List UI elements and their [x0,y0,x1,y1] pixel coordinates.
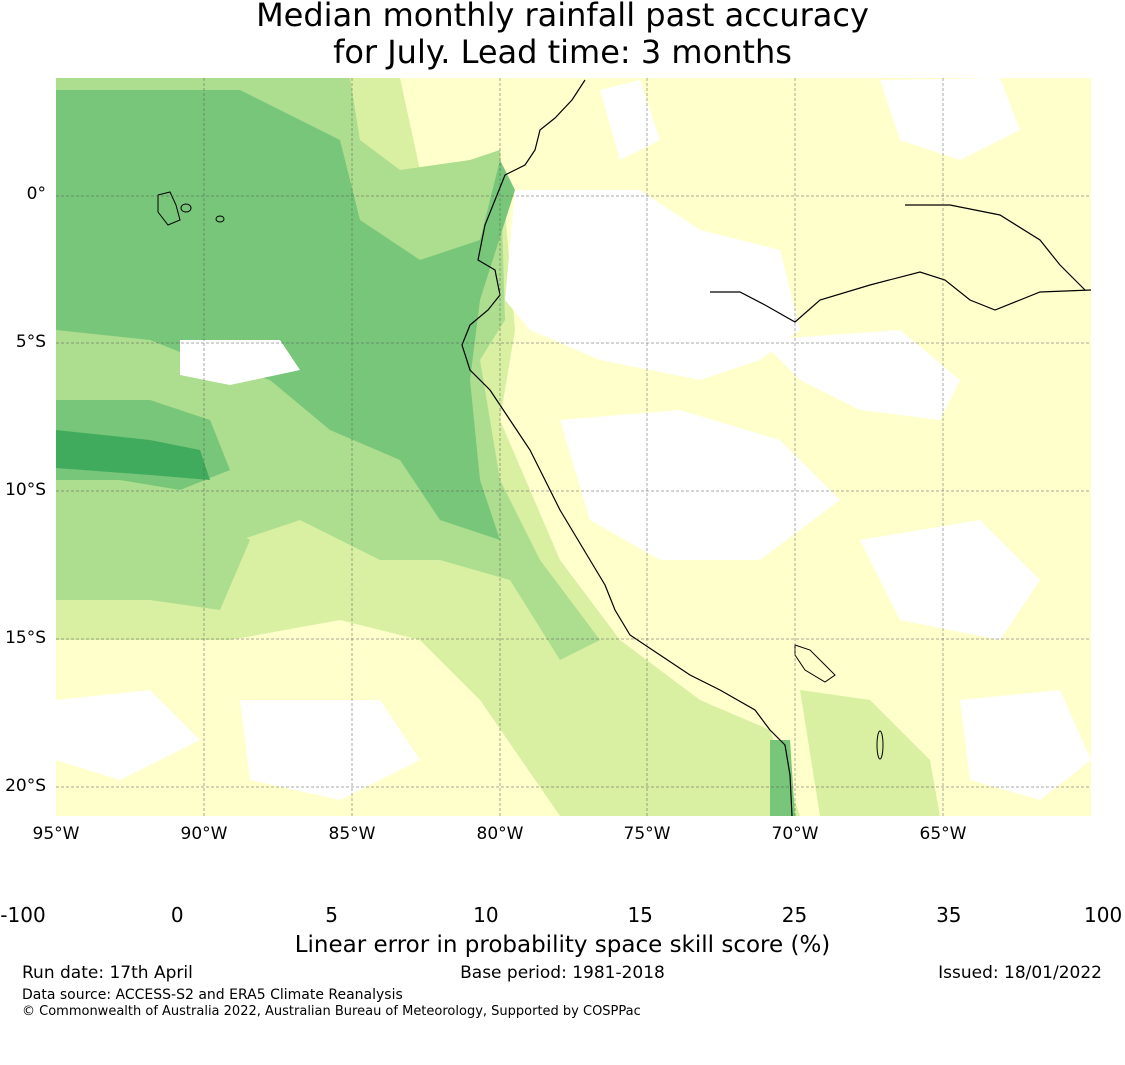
lake-titicaca [794,644,836,683]
map-title-line-1: Median monthly rainfall past accuracy [256,0,869,34]
colorbar-tick-label: -100 [0,903,46,927]
lat-label: 5°S [15,332,46,352]
lat-label: 20°S [5,776,46,796]
data-source: Data source: ACCESS-S2 and ERA5 Climate … [22,987,403,1003]
no-skill-patch [240,700,420,800]
colorbar-label: Linear error in probability space skill … [294,932,831,958]
lon-label: 95°W [32,824,80,844]
no-skill-patch [560,410,840,560]
colorbar-tick-label: 35 [936,903,962,927]
no-skill-patch [56,690,200,780]
no-skill-patch [600,80,660,160]
colorbar-tick-label: 5 [325,903,338,927]
lon-label: 80°W [476,824,524,844]
colorbar-tick-label: 15 [627,903,653,927]
lake [876,730,884,760]
run-date: Run date: 17th April [22,963,193,983]
skill-score-map [56,78,1091,816]
ocean-skill-band [60,500,250,610]
galapagos-islands [215,215,225,223]
lat-label: 15°S [5,628,46,648]
copyright: © Commonwealth of Australia 2022, Austra… [22,1004,641,1019]
skill-score-field [56,78,1091,816]
lon-label: 85°W [328,824,376,844]
no-skill-patch [180,340,300,385]
no-skill-patch [760,330,960,420]
map-gridlines [56,78,1091,816]
colorbar-tick-label: 25 [781,903,808,927]
lon-label: 70°W [771,824,819,844]
no-skill-patch [960,690,1091,800]
ocean-skill-band [800,690,940,816]
lon-label: 65°W [919,824,967,844]
no-skill-patch [880,78,1020,160]
colorbar-tick-label: 0 [170,903,184,927]
issued-date: Issued: 18/01/2022 [938,963,1102,983]
ocean-skill-band [56,90,515,540]
ocean-skill-band [56,430,210,480]
map-title-line-2: for July. Lead time: 3 months [333,33,792,71]
lat-label: 0° [26,184,46,204]
galapagos-islands [157,191,181,226]
river [905,204,1086,291]
no-skill-patch [860,520,1040,640]
base-period: Base period: 1981-2018 [460,963,665,983]
galapagos-islands [180,203,192,213]
river [710,271,1091,323]
no-skill-patch [505,190,800,380]
ocean-skill-band [770,740,795,816]
lon-label: 75°W [623,824,671,844]
colorbar-tick-label: 100 [1084,903,1123,927]
colorbar-tick-label: 10 [473,903,499,927]
lat-label: 10°S [5,480,46,500]
lon-label: 90°W [180,824,228,844]
